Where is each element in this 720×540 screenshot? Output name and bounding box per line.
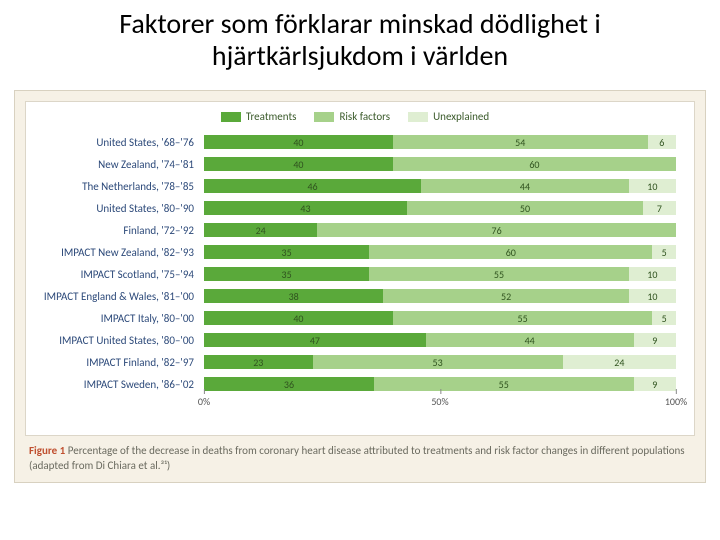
bar-segment-unexplained: 6 [648,135,676,149]
chart-row: United States, '68–'7640546 [34,133,676,151]
chart-row: The Netherlands, '78–'85464410 [34,177,676,195]
bar-segment-treatments: 47 [204,333,426,347]
row-label: IMPACT United States, '80–'00 [34,334,204,347]
bar-segment-riskfactors: 44 [426,333,634,347]
row-label: IMPACT Finland, '82–'97 [34,356,204,369]
row-label: IMPACT New Zealand, '82–'93 [34,246,204,259]
figure-caption: Figure 1 Percentage of the decrease in d… [25,436,695,474]
bar-segment-treatments: 24 [204,223,317,237]
axis-spacer [34,395,204,415]
bar-segment-unexplained: 10 [629,289,676,303]
bar-segment-unexplained: 10 [629,267,676,281]
bar-track: 43507 [204,201,676,215]
axis-tick: 50% [431,395,448,408]
figure-label: Figure 1 [29,444,65,457]
bar-segment-unexplained: 7 [643,201,676,215]
row-label: IMPACT England & Wales, '81–'00 [34,290,204,303]
legend-item: Unexplained [408,110,489,123]
bar-track: 355510 [204,267,676,281]
bar-segment-unexplained: 10 [629,179,676,193]
chart-row: IMPACT England & Wales, '81–'00385210 [34,287,676,305]
bar-segment-treatments: 35 [204,267,369,281]
bar-track: 385210 [204,289,676,303]
chart-row: Finland, '72–'922476 [34,221,676,239]
bar-track: 4060 [204,157,676,171]
figure-caption-text: Percentage of the decrease in deaths fro… [29,444,685,472]
bar-segment-treatments: 38 [204,289,383,303]
bar-segment-treatments: 40 [204,157,393,171]
bar-segment-treatments: 35 [204,245,369,259]
row-label: United States, '80–'90 [34,202,204,215]
axis-tick: 0% [198,395,210,408]
bar-segment-treatments: 23 [204,355,313,369]
chart-row: New Zealand, '74–'814060 [34,155,676,173]
bar-segment-riskfactors: 76 [317,223,676,237]
chart-row: IMPACT New Zealand, '82–'9335605 [34,243,676,261]
row-label: IMPACT Sweden, '86–'02 [34,378,204,391]
axis-line: 0%50%100% [204,395,676,415]
chart-legend: Treatments Risk factors Unexplained [34,108,676,133]
bar-segment-riskfactors: 44 [421,179,629,193]
bar-track: 464410 [204,179,676,193]
bar-track: 47449 [204,333,676,347]
chart-row: IMPACT Finland, '82–'97235324 [34,353,676,371]
legend-item: Risk factors [314,110,390,123]
bar-track: 235324 [204,355,676,369]
row-label: New Zealand, '74–'81 [34,158,204,171]
legend-label: Treatments [246,110,297,123]
legend-swatch [408,112,428,122]
row-label: United States, '68–'76 [34,136,204,149]
bar-track: 35605 [204,245,676,259]
figure-panel: Treatments Risk factors Unexplained United… [14,90,706,483]
chart-row: United States, '80–'9043507 [34,199,676,217]
bar-segment-riskfactors: 55 [393,311,653,325]
row-label: IMPACT Scotland, '75–'94 [34,268,204,281]
bar-segment-treatments: 40 [204,311,393,325]
row-label: IMPACT Italy, '80–'00 [34,312,204,325]
bar-segment-treatments: 43 [204,201,407,215]
bar-segment-riskfactors: 50 [407,201,643,215]
legend-swatch [314,112,334,122]
axis-tick: 100% [665,395,687,408]
legend-label: Unexplained [433,110,489,123]
row-label: Finland, '72–'92 [34,224,204,237]
chart-area: Treatments Risk factors Unexplained United… [25,101,695,436]
bar-segment-riskfactors: 52 [383,289,628,303]
chart-row: IMPACT Italy, '80–'0040555 [34,309,676,327]
bar-segment-riskfactors: 55 [369,267,629,281]
row-label: The Netherlands, '78–'85 [34,180,204,193]
x-axis: 0%50%100% [34,395,676,415]
chart-rows: United States, '68–'7640546New Zealand, … [34,133,676,393]
bar-segment-riskfactors: 54 [393,135,648,149]
legend-item: Treatments [221,110,297,123]
legend-label: Risk factors [339,110,390,123]
bar-segment-riskfactors: 53 [313,355,563,369]
bar-segment-unexplained: 5 [652,245,676,259]
bar-segment-treatments: 36 [204,377,374,391]
chart-row: IMPACT Sweden, '86–'0236559 [34,375,676,393]
bar-segment-unexplained: 24 [563,355,676,369]
slide: Faktorer som förklarar minskad dödlighet… [0,0,720,540]
chart-row: IMPACT United States, '80–'0047449 [34,331,676,349]
bar-segment-treatments: 40 [204,135,393,149]
bar-track: 2476 [204,223,676,237]
legend-swatch [221,112,241,122]
bar-track: 40546 [204,135,676,149]
page-title: Faktorer som förklarar minskad dödlighet… [0,0,720,90]
bar-track: 40555 [204,311,676,325]
bar-segment-treatments: 46 [204,179,421,193]
bar-segment-riskfactors: 60 [369,245,652,259]
chart-row: IMPACT Scotland, '75–'94355510 [34,265,676,283]
bar-segment-riskfactors: 55 [374,377,634,391]
bar-segment-unexplained: 9 [634,377,676,391]
bar-segment-riskfactors: 60 [393,157,676,171]
bar-segment-unexplained: 5 [652,311,676,325]
bar-segment-unexplained: 9 [634,333,676,347]
